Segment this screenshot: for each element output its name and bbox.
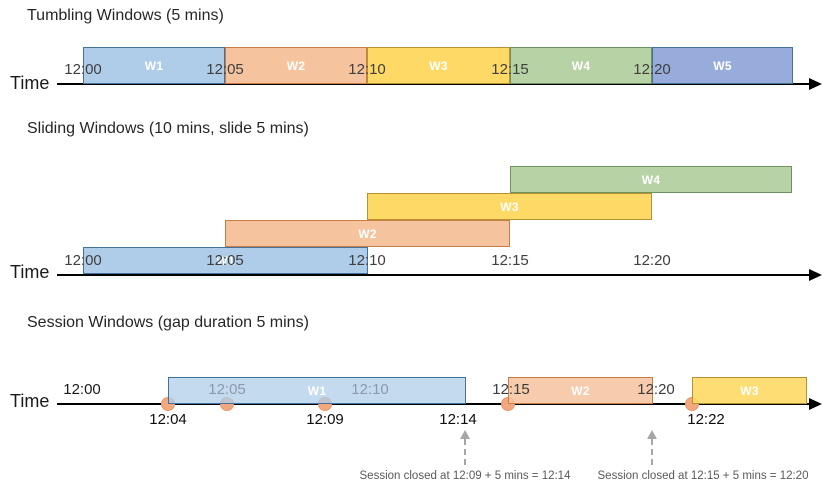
window-label: W2	[358, 226, 377, 241]
session-closed-annotation: Session closed at 12:09 + 5 mins = 12:14	[359, 470, 571, 482]
time-axis-line-sliding	[57, 274, 810, 276]
window-label: W1	[144, 58, 164, 73]
tick-label: 12:20	[637, 381, 675, 398]
session-time-axis-label: Time	[10, 391, 50, 411]
tick-label: 12:15	[491, 252, 529, 269]
sliding-section-title: Sliding Windows (10 mins, slide 5 mins)	[27, 120, 309, 137]
time-axis-line-session	[57, 403, 810, 405]
tick-label: 12:10	[348, 252, 386, 269]
tick-label: 12:10	[348, 61, 386, 78]
window-sliding-w3: W3	[367, 193, 652, 220]
window-tumbling-w2: W2	[225, 47, 367, 84]
window-label: W2	[571, 383, 590, 398]
time-axis-arrowhead-icon	[809, 269, 822, 281]
window-tumbling-w1: W1	[83, 47, 225, 84]
closure-arrowhead-icon	[647, 430, 657, 439]
window-label: W5	[713, 58, 732, 73]
window-tumbling-w5: W5	[652, 47, 793, 84]
window-label: W3	[740, 383, 759, 398]
window-sliding-w1: W1	[83, 247, 368, 274]
window-label: W4	[571, 58, 591, 73]
event-time-label: 12:04	[149, 411, 187, 428]
tick-label: 12:20	[633, 61, 671, 78]
window-session-w1: W1	[168, 377, 466, 404]
tick-label: 12:00	[64, 61, 102, 78]
event-time-label: 12:09	[306, 411, 344, 428]
tick-label: 12:15	[492, 381, 530, 398]
event-time-label: 12:22	[687, 411, 725, 428]
tick-label: 12:05	[206, 61, 244, 78]
window-label: W3	[429, 58, 448, 73]
window-label: W4	[641, 172, 661, 187]
time-axis-arrowhead-icon	[809, 398, 822, 410]
window-label: W1	[216, 253, 235, 268]
session-section-title: Session Windows (gap duration 5 mins)	[27, 314, 309, 331]
tumbling-section-title: Tumbling Windows (5 mins)	[27, 7, 224, 24]
window-session-w3: W3	[692, 377, 807, 404]
tick-label: 12:05	[206, 252, 244, 269]
time-axis-arrowhead-icon	[809, 78, 822, 90]
window-sliding-w2: W2	[225, 220, 510, 247]
window-sliding-w4: W4	[510, 166, 792, 193]
tick-label: 12:15	[491, 61, 529, 78]
tick-label: 12:00	[63, 381, 101, 398]
window-tumbling-w4: W4	[510, 47, 652, 84]
window-tumbling-w3: W3	[367, 47, 510, 84]
tick-label: 12:05	[208, 381, 246, 398]
window-session-w2: W2	[508, 377, 653, 404]
time-axis-line-tumbling	[57, 83, 810, 85]
closure-arrowhead-icon	[460, 430, 470, 439]
window-label: W3	[500, 199, 519, 214]
tumbling-time-axis-label: Time	[10, 73, 50, 93]
closure-arrow-line	[651, 439, 653, 465]
session-closed-annotation: Session closed at 12:15 + 5 mins = 12:20	[597, 470, 809, 482]
window-label: W2	[286, 58, 306, 73]
sliding-time-axis-label: Time	[10, 262, 50, 282]
tick-label: 12:10	[351, 381, 389, 398]
window-label: W1	[307, 383, 327, 398]
event-time-label: 12:14	[439, 411, 477, 428]
tick-label: 12:20	[633, 252, 671, 269]
closure-arrow-line	[464, 439, 466, 465]
tick-label: 12:00	[64, 252, 102, 269]
